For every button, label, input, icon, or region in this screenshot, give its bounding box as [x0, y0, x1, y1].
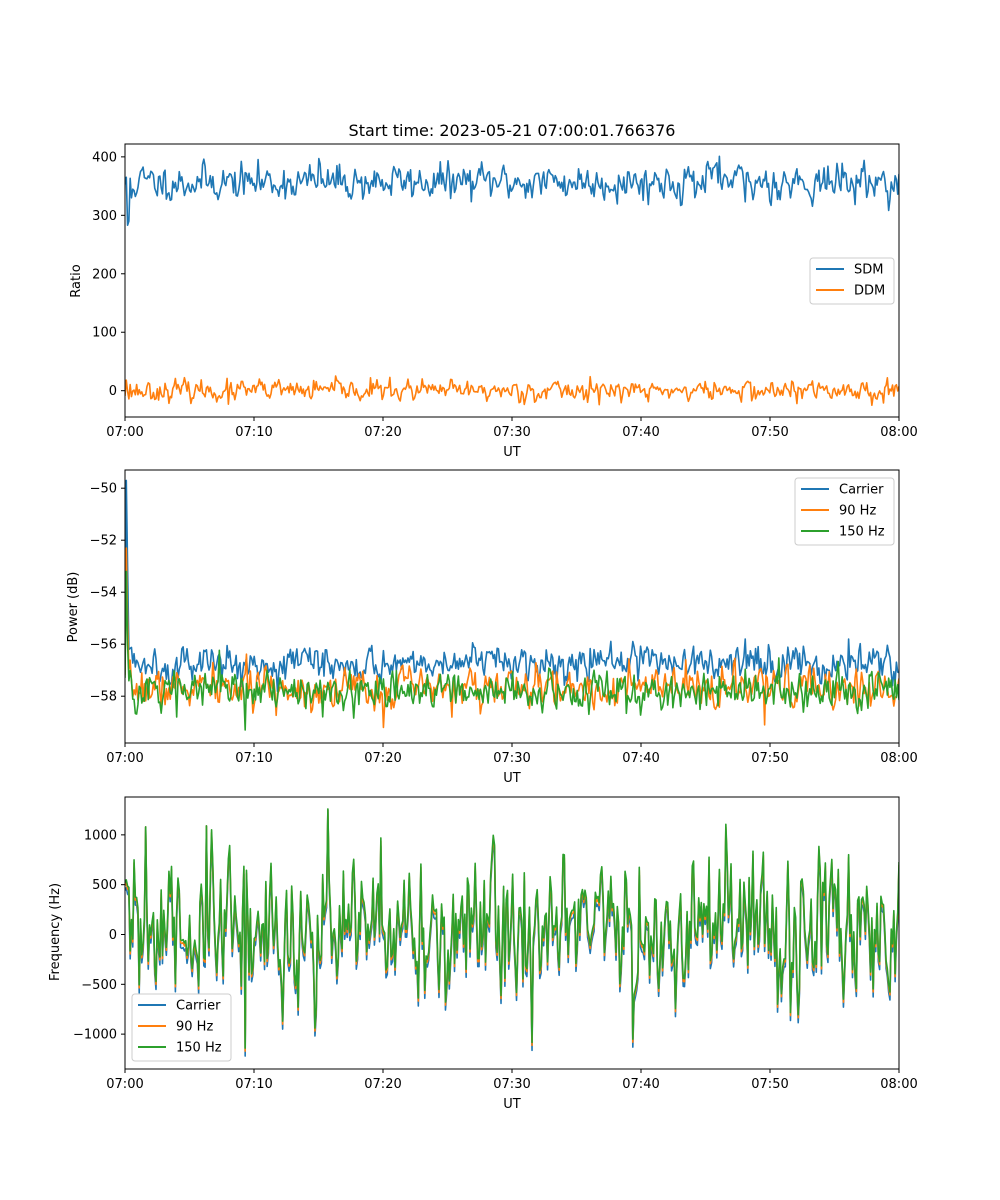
x-tick-label: 07:10: [235, 1077, 272, 1092]
legend-label: DDM: [854, 284, 885, 299]
series-line-ddm: [125, 375, 899, 407]
y-tick-label: −52: [90, 534, 117, 549]
y-tick-label: −56: [90, 638, 117, 653]
x-tick-label: 07:10: [235, 425, 272, 440]
y-tick-label: 0: [109, 384, 117, 399]
x-tick-label: 07:50: [751, 751, 788, 766]
x-tick-label: 08:00: [880, 751, 917, 766]
legend-label: 150 Hz: [176, 1041, 222, 1056]
y-tick-label: 200: [92, 267, 117, 282]
legend-label: Carrier: [839, 483, 884, 498]
x-tick-label: 07:30: [493, 425, 530, 440]
x-tick-label: 07:00: [106, 751, 143, 766]
legend-label: Carrier: [176, 999, 221, 1014]
y-tick-label: 100: [92, 326, 117, 341]
series-line-150-hz: [125, 570, 899, 731]
y-tick-label: 400: [92, 150, 117, 165]
x-tick-label: 07:20: [364, 425, 401, 440]
x-axis-label: UT: [503, 771, 521, 786]
x-tick-label: 07:20: [364, 751, 401, 766]
y-tick-label: 500: [92, 878, 117, 893]
legend: SDM DDM: [809, 257, 895, 305]
legend: Carrier 90 Hz 150 Hz: [794, 477, 895, 546]
y-tick-label: 1000: [84, 828, 117, 843]
x-tick-label: 07:50: [751, 1077, 788, 1092]
legend-label: 150 Hz: [839, 525, 885, 540]
x-tick-label: 07:00: [106, 425, 143, 440]
y-tick-label: −54: [90, 586, 117, 601]
y-tick-label: −500: [81, 978, 117, 993]
y-tick-label: −50: [90, 482, 117, 497]
series-line-150-hz: [125, 808, 899, 1049]
y-tick-label: 0: [109, 928, 117, 943]
x-tick-label: 07:40: [622, 425, 659, 440]
x-tick-label: 07:40: [622, 751, 659, 766]
chart-title: Start time: 2023-05-21 07:00:01.766376: [349, 121, 676, 140]
y-tick-label: 300: [92, 209, 117, 224]
series-line-sdm: [125, 155, 899, 227]
x-tick-label: 07:30: [493, 751, 530, 766]
x-tick-label: 08:00: [880, 425, 917, 440]
x-tick-label: 07:50: [751, 425, 788, 440]
power-panel: Power (dB) UT 07:00 07:10 07:20 07:30 07:40 0…: [66, 469, 918, 786]
x-tick-label: 07:20: [364, 1077, 401, 1092]
x-tick-label: 07:40: [622, 1077, 659, 1092]
x-tick-label: 07:00: [106, 1077, 143, 1092]
x-tick-label: 07:10: [235, 751, 272, 766]
legend: Carrier 90 Hz 150 Hz: [131, 993, 232, 1062]
legend-label: SDM: [854, 263, 883, 278]
y-axis-label: Ratio: [69, 264, 84, 297]
y-tick-label: −58: [90, 690, 117, 705]
y-axis-label: Power (dB): [66, 572, 81, 643]
y-tick-label: −1000: [73, 1028, 117, 1043]
ratio-panel: Start time: 2023-05-21 07:00:01.766376 R…: [69, 121, 918, 460]
y-axis-label: Frequency (Hz): [48, 883, 63, 981]
legend-label: 90 Hz: [176, 1020, 213, 1035]
x-tick-label: 07:30: [493, 1077, 530, 1092]
x-axis-label: UT: [503, 445, 521, 460]
x-tick-label: 08:00: [880, 1077, 917, 1092]
legend-label: 90 Hz: [839, 504, 876, 519]
legend-box: [794, 477, 895, 546]
x-axis-label: UT: [503, 1097, 521, 1112]
frequency-panel: Frequency (Hz) UT 07:00 07:10 07:20 07:30 07…: [48, 796, 918, 1112]
legend-box: [131, 993, 232, 1062]
